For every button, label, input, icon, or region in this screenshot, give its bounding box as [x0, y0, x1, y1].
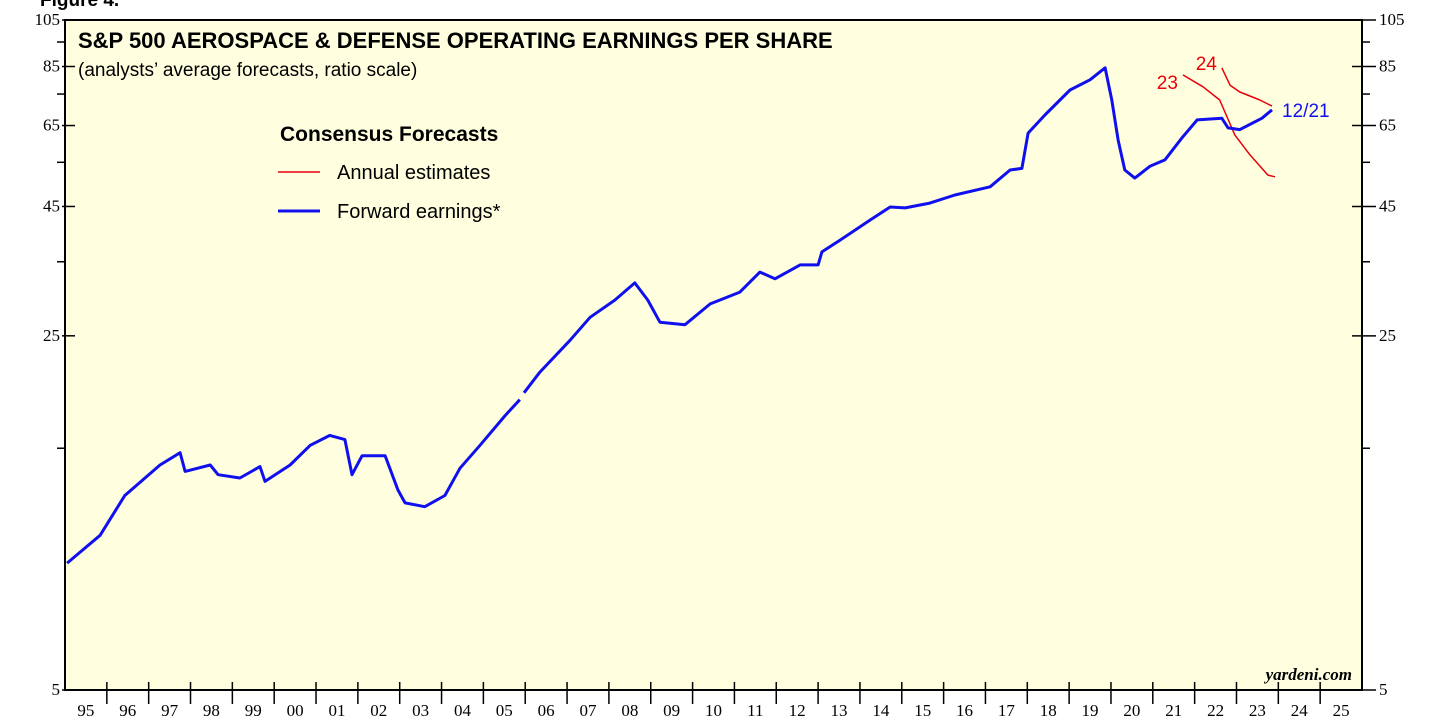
x-tick-label: 02 — [370, 701, 387, 717]
x-tick-label: 19 — [1082, 701, 1099, 717]
x-tick-label: 18 — [1040, 701, 1057, 717]
x-tick-label: 97 — [161, 701, 179, 717]
x-tick-label: 09 — [663, 701, 680, 717]
y2-tick-label: 105 — [1379, 10, 1405, 29]
x-tick-label: 24 — [1291, 701, 1309, 717]
x-tick-label: 08 — [621, 701, 638, 717]
y-tick-label: 105 — [35, 10, 61, 29]
x-tick-label: 14 — [872, 701, 890, 717]
x-tick-label: 23 — [1249, 701, 1266, 717]
x-tick-label: 98 — [203, 701, 220, 717]
x-tick-label: 99 — [245, 701, 262, 717]
y2-tick-label: 45 — [1379, 196, 1396, 215]
y-tick-label: 5 — [52, 680, 61, 699]
y-tick-label: 65 — [43, 116, 60, 135]
series-line — [1182, 74, 1276, 178]
x-tick-label: 25 — [1333, 701, 1350, 717]
x-tick-label: 10 — [705, 701, 722, 717]
x-tick-label: 15 — [914, 701, 931, 717]
x-tick-label: 05 — [496, 701, 513, 717]
series-label: 12/21 — [1282, 101, 1330, 122]
legend-title: Consensus Forecasts — [280, 123, 498, 146]
y2-tick-label: 25 — [1379, 326, 1396, 345]
x-tick-label: 04 — [454, 701, 472, 717]
series-line — [1221, 67, 1273, 107]
x-tick-label: 07 — [579, 701, 597, 717]
y-tick-label: 85 — [43, 57, 60, 76]
x-tick-label: 95 — [77, 701, 94, 717]
y2-tick-label: 65 — [1379, 116, 1396, 135]
x-tick-label: 11 — [747, 701, 763, 717]
x-tick-label: 01 — [328, 701, 345, 717]
x-tick-label: 12 — [789, 701, 806, 717]
x-tick-label: 22 — [1207, 701, 1224, 717]
series-label: 23 — [1157, 73, 1178, 94]
x-tick-label: 21 — [1165, 701, 1182, 717]
series-line — [66, 66, 1273, 565]
x-tick-label: 16 — [956, 701, 973, 717]
y-tick-label: 45 — [43, 196, 60, 215]
chart-title: S&P 500 AEROSPACE & DEFENSE OPERATING EA… — [78, 28, 833, 53]
x-tick-label: 17 — [998, 701, 1016, 717]
x-tick-label: 13 — [831, 701, 848, 717]
source: yardeni.com — [1264, 665, 1352, 684]
y2-tick-label: 85 — [1379, 57, 1396, 76]
y2-tick-label: 5 — [1379, 680, 1388, 699]
legend-label: Annual estimates — [337, 162, 490, 184]
series-label: 24 — [1196, 54, 1218, 75]
x-tick-label: 20 — [1123, 701, 1140, 717]
x-tick-label: 06 — [538, 701, 555, 717]
plot-area — [64, 19, 1363, 691]
x-tick-label: 03 — [412, 701, 429, 717]
y-tick-label: 25 — [43, 326, 60, 345]
figure-label: Figure 4. — [40, 0, 119, 11]
legend-label: Forward earnings* — [337, 201, 501, 223]
chart-subtitle: (analysts’ average forecasts, ratio scal… — [78, 60, 417, 81]
x-tick-label: 96 — [119, 701, 136, 717]
x-tick-label: 00 — [287, 701, 304, 717]
